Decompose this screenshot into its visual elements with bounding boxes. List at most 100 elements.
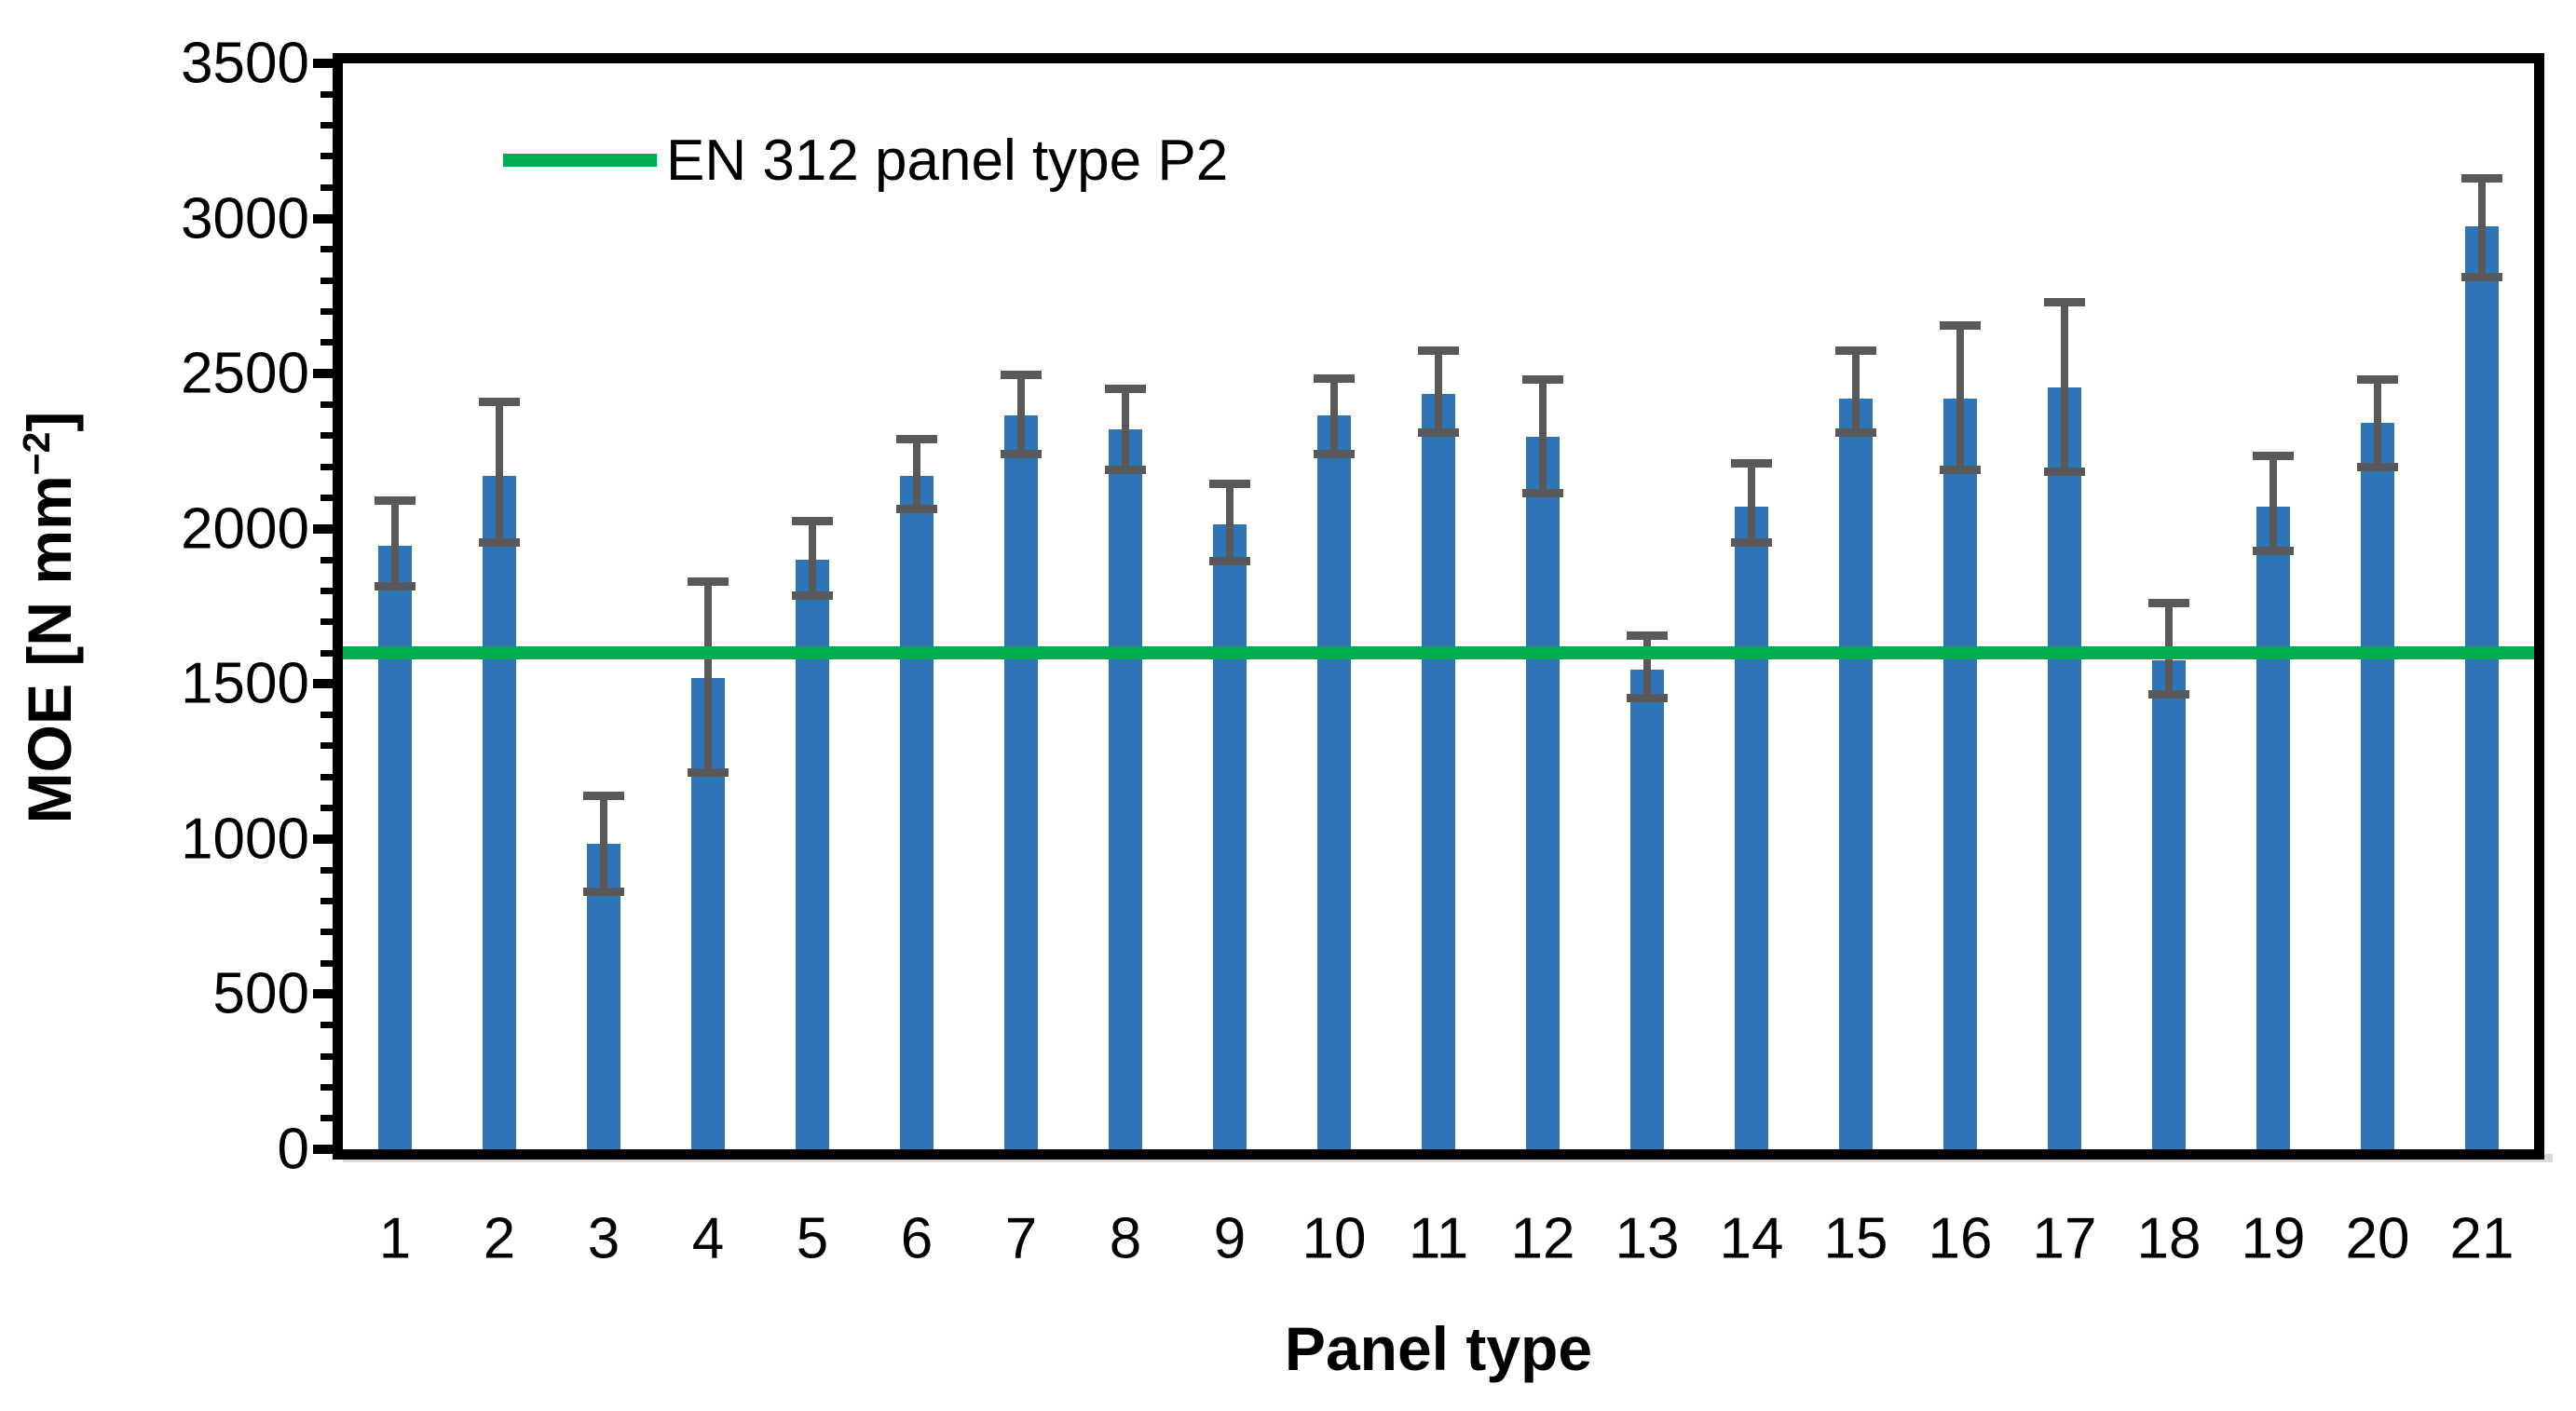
y-minor-tick	[320, 649, 333, 657]
bar-panel-18	[2152, 660, 2186, 1149]
error-bar-cap-upper	[2461, 173, 2502, 183]
y-minor-tick	[320, 90, 333, 98]
error-bar-cap-upper	[479, 397, 520, 406]
y-minor-tick	[320, 339, 333, 346]
error-bar-cap-upper	[1522, 375, 1563, 385]
error-bar-line	[704, 581, 712, 773]
y-minor-tick	[320, 246, 333, 253]
error-bar-line	[1122, 388, 1129, 470]
error-bar-cap-upper	[583, 791, 624, 800]
x-tick-label-21: 21	[2449, 1206, 2515, 1271]
error-bar-cap-upper	[1209, 479, 1250, 488]
error-bar-cap-upper	[1001, 371, 1042, 380]
x-tick-label-13: 13	[1615, 1206, 1680, 1271]
error-bar-cap-lower	[479, 538, 520, 548]
bar-panel-12	[1526, 437, 1560, 1149]
error-bar-line	[2061, 302, 2068, 472]
error-bar-line	[2478, 178, 2486, 278]
y-tick-label-2000: 2000	[181, 496, 309, 562]
x-tick-label-15: 15	[1823, 1206, 1888, 1271]
bar-panel-2	[483, 476, 516, 1149]
x-tick-label-19: 19	[2241, 1206, 2306, 1271]
error-bar-line	[1748, 463, 1755, 543]
error-bar-line	[1435, 350, 1442, 433]
x-tick-label-1: 1	[378, 1206, 412, 1271]
error-bar-cap-lower	[792, 590, 833, 600]
error-bar-line	[1643, 635, 1651, 699]
error-bar-cap-upper	[1314, 373, 1355, 383]
y-minor-tick	[320, 712, 333, 719]
bar-panel-10	[1317, 415, 1351, 1149]
error-bar-cap-upper	[1731, 459, 1772, 468]
error-bar-cap-lower	[2357, 462, 2398, 471]
error-bar-cap-lower	[1209, 557, 1250, 566]
error-bar-cap-upper	[1940, 321, 1981, 330]
error-bar-cap-upper	[1627, 631, 1668, 641]
y-minor-tick	[320, 1115, 333, 1122]
y-tick-label-3500: 3500	[181, 31, 309, 96]
y-minor-tick	[320, 122, 333, 129]
x-tick-label-4: 4	[691, 1206, 725, 1271]
error-bar-cap-lower	[1627, 693, 1668, 702]
y-minor-tick	[320, 929, 333, 936]
bar-panel-13	[1630, 670, 1664, 1149]
x-tick-label-5: 5	[796, 1206, 829, 1271]
y-minor-tick	[320, 463, 333, 470]
y-minor-tick	[320, 959, 333, 967]
error-bar-cap-upper	[2357, 375, 2398, 385]
error-bar-cap-lower	[1731, 538, 1772, 548]
bar-panel-14	[1735, 507, 1768, 1149]
error-bar-cap-lower	[1105, 465, 1146, 474]
y-minor-tick	[320, 556, 333, 563]
y-minor-tick	[320, 805, 333, 811]
x-tick-label-18: 18	[2136, 1206, 2201, 1271]
error-bar-line	[1330, 378, 1338, 455]
y-minor-tick	[320, 494, 333, 501]
y-major-tick	[313, 1145, 333, 1154]
y-minor-tick	[320, 1022, 333, 1029]
legend-line-marker	[503, 154, 657, 167]
error-bar-cap-lower	[1418, 427, 1459, 437]
x-tick-label-10: 10	[1302, 1206, 1367, 1271]
error-bar-cap-upper	[688, 577, 729, 586]
error-bar-cap-upper	[2044, 298, 2085, 306]
plot-area	[343, 63, 2534, 1149]
error-bar-line	[1539, 379, 1547, 494]
x-tick-label-6: 6	[900, 1206, 934, 1271]
error-bar-cap-lower	[2461, 273, 2502, 282]
error-bar-cap-upper	[375, 496, 416, 506]
y-minor-tick	[320, 742, 333, 750]
x-axis-title: Panel type	[1284, 1314, 1593, 1383]
y-axis-title: MOE [N mm−2]	[14, 40, 98, 1195]
y-minor-tick	[320, 587, 333, 594]
error-bar-cap-upper	[792, 516, 833, 525]
error-bar-cap-lower	[1001, 450, 1042, 459]
error-bar-cap-lower	[896, 504, 937, 513]
error-bar-line	[1017, 374, 1025, 455]
bar-panel-11	[1422, 393, 1455, 1149]
error-bar-cap-lower	[2253, 546, 2294, 555]
y-tick-label-3000: 3000	[181, 186, 309, 251]
y-major-tick	[313, 679, 333, 689]
y-minor-tick	[320, 618, 333, 626]
x-tick-label-11: 11	[1408, 1206, 1469, 1271]
y-tick-label-1000: 1000	[181, 807, 309, 872]
error-bar-cap-lower	[1314, 450, 1355, 459]
error-bar-cap-lower	[2148, 690, 2189, 699]
error-bar-cap-upper	[2253, 451, 2294, 460]
bar-panel-20	[2361, 423, 2394, 1149]
error-bar-cap-upper	[1418, 346, 1459, 355]
error-bar-line	[600, 795, 607, 892]
y-major-tick	[313, 369, 333, 379]
y-tick-label-500: 500	[212, 961, 309, 1026]
error-bar-line	[2374, 379, 2381, 468]
baseline-shadow	[343, 1154, 2553, 1162]
y-minor-tick	[320, 401, 333, 408]
error-bar-cap-lower	[1940, 465, 1981, 474]
error-bar-line	[1226, 483, 1233, 562]
y-major-tick	[313, 989, 333, 999]
x-tick-label-8: 8	[1109, 1206, 1142, 1271]
y-minor-tick	[320, 898, 333, 904]
bar-panel-19	[2256, 507, 2290, 1149]
